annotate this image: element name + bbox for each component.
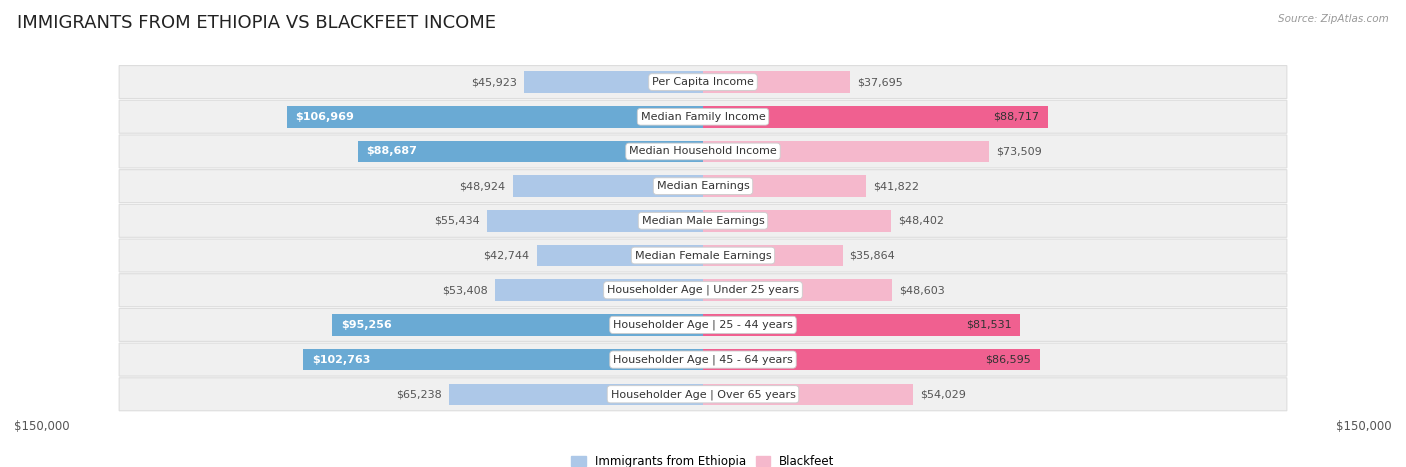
Bar (703, 210, 891, 232)
Bar (304, 349, 703, 370)
Text: $88,687: $88,687 (367, 147, 418, 156)
Text: $48,402: $48,402 (898, 216, 945, 226)
Bar (332, 314, 703, 336)
Text: Median Family Income: Median Family Income (641, 112, 765, 122)
FancyBboxPatch shape (120, 274, 1286, 307)
Text: Median Earnings: Median Earnings (657, 181, 749, 191)
FancyBboxPatch shape (120, 308, 1286, 341)
Text: $42,744: $42,744 (484, 250, 530, 261)
Bar (703, 279, 893, 301)
FancyBboxPatch shape (120, 65, 1286, 99)
Bar (703, 314, 1021, 336)
FancyBboxPatch shape (120, 100, 1286, 133)
FancyBboxPatch shape (120, 378, 1286, 411)
Text: $150,000: $150,000 (1336, 420, 1392, 433)
FancyBboxPatch shape (120, 343, 1286, 376)
Bar (524, 71, 703, 93)
Bar (357, 141, 703, 162)
Text: $102,763: $102,763 (312, 354, 370, 365)
Bar (703, 141, 988, 162)
Bar (513, 176, 703, 197)
Legend: Immigrants from Ethiopia, Blackfeet: Immigrants from Ethiopia, Blackfeet (567, 450, 839, 467)
Text: Householder Age | Over 65 years: Householder Age | Over 65 years (610, 389, 796, 400)
Bar (495, 279, 703, 301)
Text: $88,717: $88,717 (994, 112, 1039, 122)
Text: $150,000: $150,000 (14, 420, 70, 433)
Bar (488, 210, 703, 232)
Text: $48,924: $48,924 (460, 181, 506, 191)
Text: Source: ZipAtlas.com: Source: ZipAtlas.com (1278, 14, 1389, 24)
Bar (287, 106, 703, 127)
Text: Householder Age | 45 - 64 years: Householder Age | 45 - 64 years (613, 354, 793, 365)
Text: Median Female Earnings: Median Female Earnings (634, 250, 772, 261)
Text: Median Household Income: Median Household Income (628, 147, 778, 156)
Text: $37,695: $37,695 (856, 77, 903, 87)
Text: $95,256: $95,256 (342, 320, 392, 330)
Text: $48,603: $48,603 (900, 285, 945, 295)
Bar (703, 71, 849, 93)
Text: $45,923: $45,923 (471, 77, 517, 87)
Bar (703, 176, 866, 197)
FancyBboxPatch shape (120, 205, 1286, 237)
Bar (703, 106, 1049, 127)
Bar (703, 383, 914, 405)
Text: Per Capita Income: Per Capita Income (652, 77, 754, 87)
Text: $65,238: $65,238 (396, 389, 441, 399)
Text: Householder Age | 25 - 44 years: Householder Age | 25 - 44 years (613, 319, 793, 330)
FancyBboxPatch shape (120, 135, 1286, 168)
Text: $53,408: $53,408 (443, 285, 488, 295)
Bar (449, 383, 703, 405)
Bar (703, 349, 1040, 370)
FancyBboxPatch shape (120, 239, 1286, 272)
Text: $106,969: $106,969 (295, 112, 354, 122)
Text: $41,822: $41,822 (873, 181, 918, 191)
Text: $54,029: $54,029 (921, 389, 966, 399)
Text: $35,864: $35,864 (849, 250, 896, 261)
Bar (703, 245, 842, 266)
Text: Median Male Earnings: Median Male Earnings (641, 216, 765, 226)
Bar (537, 245, 703, 266)
Text: $86,595: $86,595 (986, 354, 1031, 365)
Text: IMMIGRANTS FROM ETHIOPIA VS BLACKFEET INCOME: IMMIGRANTS FROM ETHIOPIA VS BLACKFEET IN… (17, 14, 496, 32)
Text: $73,509: $73,509 (995, 147, 1042, 156)
FancyBboxPatch shape (120, 170, 1286, 203)
Text: Householder Age | Under 25 years: Householder Age | Under 25 years (607, 285, 799, 296)
Text: $81,531: $81,531 (966, 320, 1011, 330)
Text: $55,434: $55,434 (434, 216, 481, 226)
